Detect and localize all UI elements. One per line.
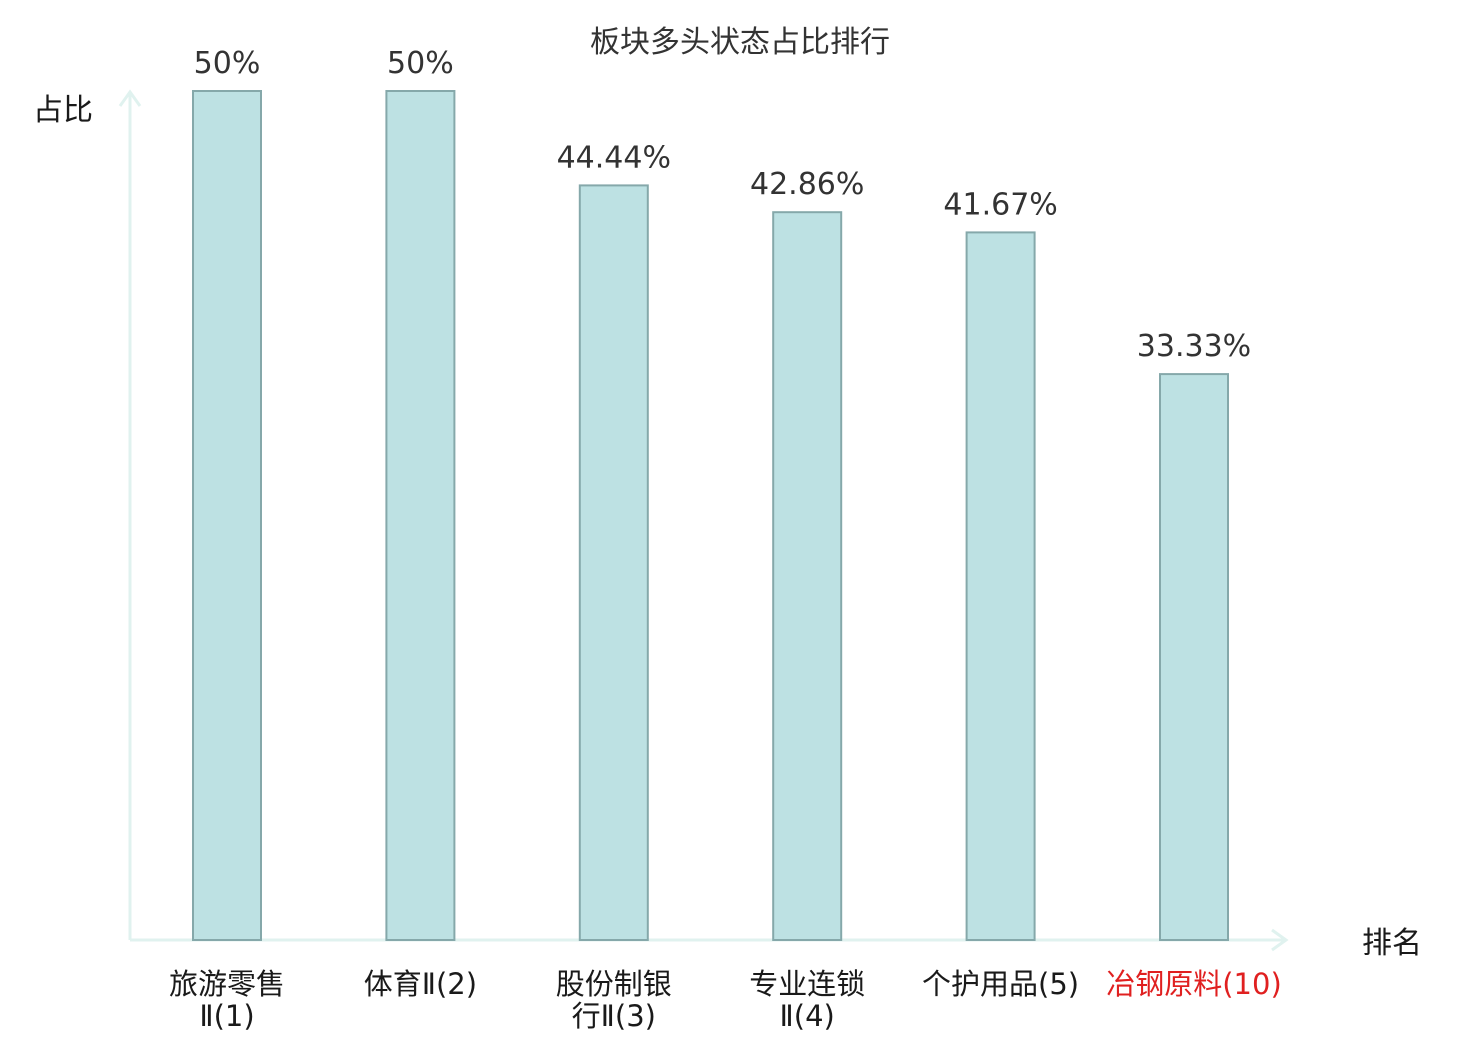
category-label: Ⅱ(1)	[199, 999, 254, 1033]
category-label: 个护用品(5)	[922, 967, 1079, 1001]
bar	[1159, 373, 1229, 942]
category-label: 体育Ⅱ(2)	[364, 967, 477, 1001]
value-labels-group: 50% 50% 44.44% 42.86% 41.67% 33.33%	[194, 46, 1252, 364]
x-axis-label: 排名	[1362, 926, 1422, 961]
category-label: 冶钢原料(10)	[1106, 967, 1282, 1001]
value-label: 41.67%	[943, 187, 1057, 222]
chart-title: 板块多头状态占比排行	[590, 25, 890, 60]
bar	[965, 231, 1036, 941]
x-axis-arrow	[1271, 928, 1289, 952]
bars-group	[192, 90, 1229, 942]
value-label: 33.33%	[1137, 329, 1251, 364]
value-label: 44.44%	[557, 140, 671, 175]
bar	[385, 90, 456, 941]
category-label: 专业连锁	[749, 967, 865, 1001]
bar	[772, 211, 843, 941]
axes	[118, 89, 1289, 952]
category-label: Ⅱ(4)	[780, 999, 835, 1033]
y-axis-label: 占比	[33, 93, 93, 128]
category-label: 行Ⅱ(3)	[572, 999, 656, 1033]
category-label: 旅游零售	[169, 967, 285, 1001]
value-label: 42.86%	[750, 167, 864, 202]
bar	[578, 184, 649, 941]
y-axis-arrow	[118, 89, 142, 107]
bar	[192, 90, 262, 941]
value-label: 50%	[387, 46, 454, 81]
value-label: 50%	[194, 46, 261, 81]
category-label: 股份制银	[556, 967, 672, 1001]
